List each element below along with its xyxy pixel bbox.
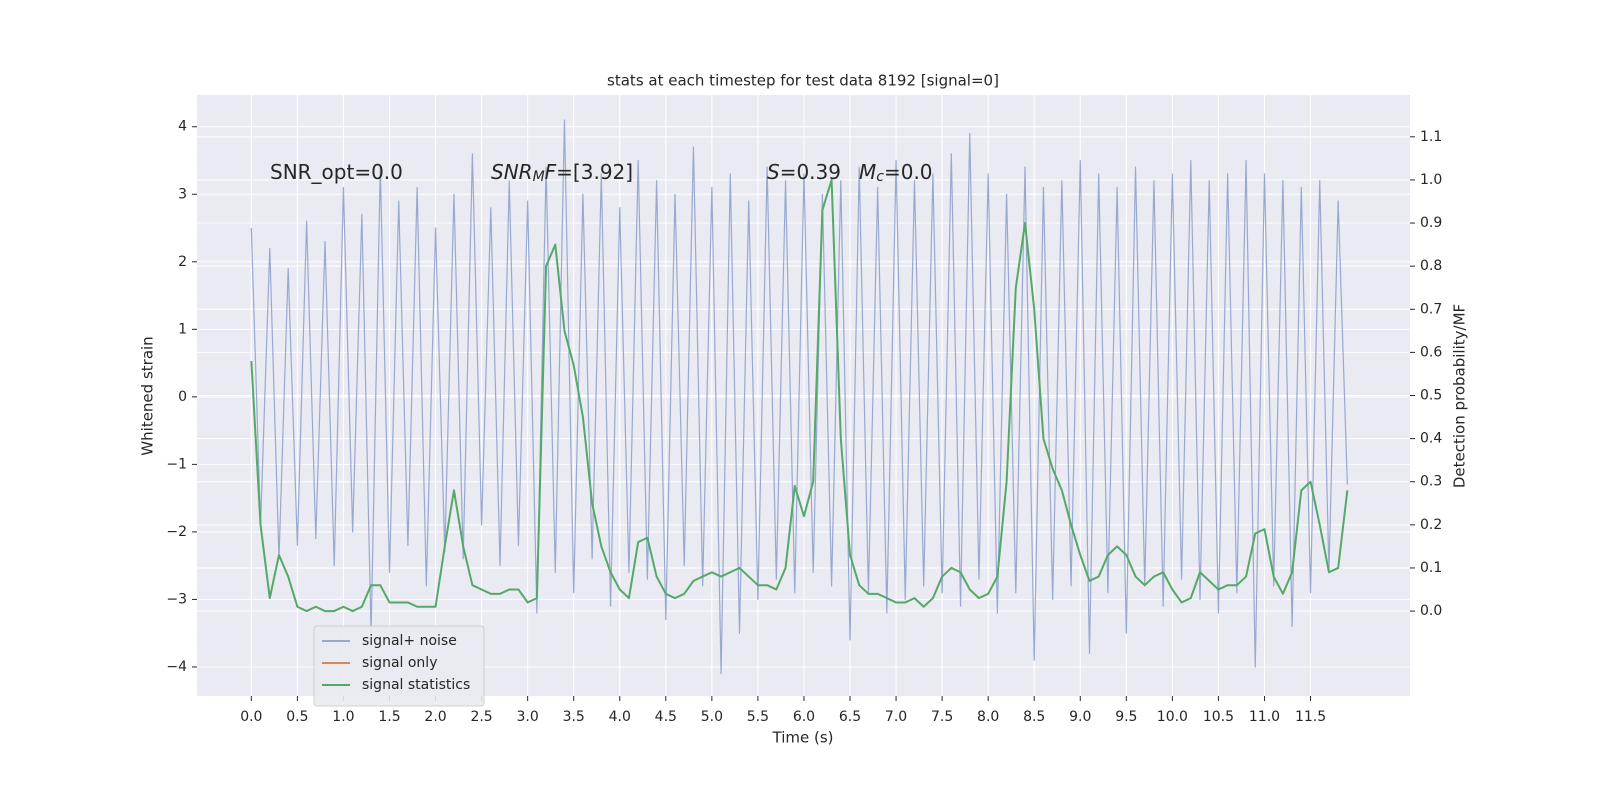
x-tick-label: 11.0 [1249, 709, 1280, 725]
y-tick-label: −4 [166, 659, 187, 675]
y2-tick-label: 0.7 [1420, 301, 1442, 317]
x-tick-label: 7.0 [885, 709, 907, 725]
y2-tick-label: 0.2 [1420, 517, 1442, 533]
x-tick-label: 3.5 [563, 709, 585, 725]
annotation: S=0.39 [767, 160, 841, 184]
y2-tick-label: 1.0 [1420, 172, 1442, 188]
x-tick-label: 9.0 [1069, 709, 1091, 725]
series-line [250, 119, 1348, 675]
annotation-part: M [859, 160, 876, 184]
x-tick-label: 0.5 [286, 709, 308, 725]
y2-tick-label: 0.5 [1420, 388, 1442, 404]
annotation-part: =0.39 [780, 160, 841, 184]
y-tick-label: 2 [178, 254, 187, 270]
annotation: SNRMF=[3.92] [491, 160, 633, 185]
y-tick-label: −3 [166, 591, 187, 607]
x-tick-label: 1.5 [378, 709, 400, 725]
annotation-part: =[3.92] [556, 160, 633, 184]
x-axis-label: Time (s) [772, 729, 834, 747]
y2-tick-label: 0.9 [1420, 215, 1442, 231]
x-tick-label: 2.0 [424, 709, 446, 725]
x-tick-label: 2.5 [470, 709, 492, 725]
annotation-part: SNR_opt=0.0 [270, 160, 403, 184]
x-tick-label: 8.5 [1023, 709, 1045, 725]
y2-tick-label: 0.8 [1420, 258, 1442, 274]
y2-tick-label: 0.3 [1420, 474, 1442, 490]
y-axis-label: Whitened strain [139, 336, 157, 455]
y2-tick-label: 0.0 [1420, 603, 1442, 619]
x-tick-label: 1.0 [332, 709, 354, 725]
x-tick-label: 9.5 [1115, 709, 1137, 725]
chart-title: stats at each timestep for test data 819… [607, 72, 999, 90]
x-tick-label: 10.0 [1157, 709, 1188, 725]
x-tick-label: 6.5 [839, 709, 861, 725]
x-tick-label: 5.0 [701, 709, 723, 725]
y2-tick-label: 0.4 [1420, 431, 1442, 447]
annotation-part: S [767, 160, 780, 184]
x-tick-label: 3.0 [517, 709, 539, 725]
annotation: SNR_opt=0.0 [270, 160, 403, 184]
y-tick-label: 4 [178, 119, 187, 135]
annotation-part: SNR [491, 160, 533, 184]
annotation-part: =0.0 [884, 160, 933, 184]
legend-label: signal only [362, 655, 437, 671]
y-tick-label: 0 [178, 389, 187, 405]
x-tick-label: 7.5 [931, 709, 953, 725]
x-tick-label: 0.0 [240, 709, 262, 725]
x-tick-label: 4.0 [609, 709, 631, 725]
annotation-part: c [876, 169, 884, 185]
y-tick-label: −1 [166, 456, 187, 472]
y-tick-label: −2 [166, 524, 187, 540]
x-tick-label: 8.0 [977, 709, 999, 725]
legend-box [313, 625, 485, 707]
x-tick-label: 10.5 [1203, 709, 1234, 725]
annotation-part: M [533, 169, 545, 185]
y2-tick-label: 0.1 [1420, 560, 1442, 576]
legend-label: signal+ noise [362, 633, 457, 649]
y-tick-label: 1 [178, 321, 187, 337]
x-tick-label: 5.5 [747, 709, 769, 725]
legend-label: signal statistics [362, 677, 470, 693]
y-tick-label: 3 [178, 186, 187, 202]
x-tick-label: 11.5 [1295, 709, 1326, 725]
annotation-part: F [545, 160, 557, 184]
annotation: Mc=0.0 [859, 160, 933, 185]
y2-tick-label: 1.1 [1420, 129, 1442, 145]
y2-axis-label: Detection probability/MF [1451, 304, 1469, 488]
series-line [250, 178, 1349, 613]
x-tick-label: 4.5 [655, 709, 677, 725]
x-tick-label: 6.0 [793, 709, 815, 725]
y2-tick-label: 0.6 [1420, 344, 1442, 360]
